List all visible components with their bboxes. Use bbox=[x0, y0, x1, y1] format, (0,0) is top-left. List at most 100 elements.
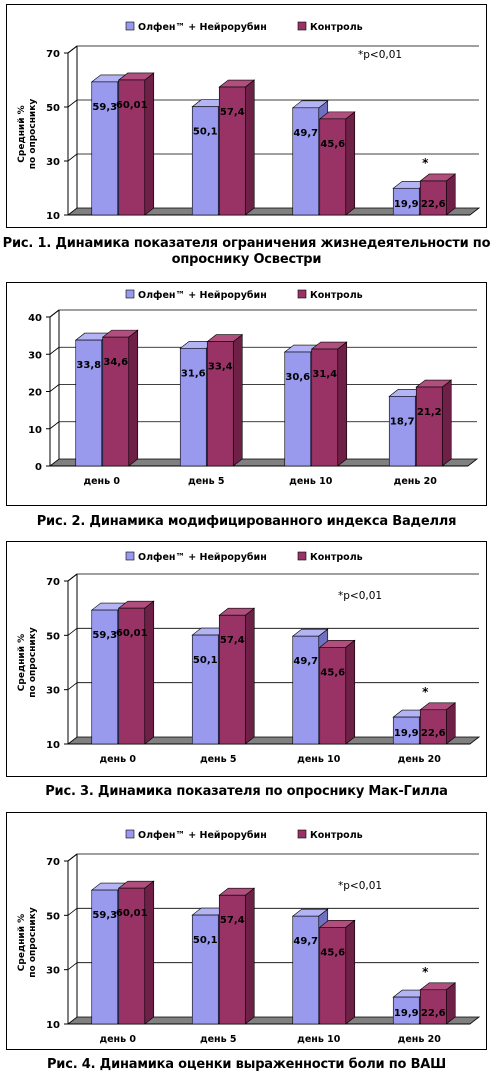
caption-1: Рис. 1. Динамика показателя ограничения … bbox=[0, 236, 493, 268]
gridline-depth bbox=[67, 628, 78, 636]
y-tick-label: 10 bbox=[46, 1020, 60, 1031]
bar-series2 bbox=[118, 79, 146, 216]
legend-swatch-series2 bbox=[297, 551, 307, 561]
data-label: 22,6 bbox=[421, 728, 446, 739]
y-axis-label-line2: по опроснику bbox=[28, 627, 38, 698]
data-label: 50,1 bbox=[193, 655, 218, 666]
data-label: 60,01 bbox=[116, 100, 148, 111]
data-label: 19,9 bbox=[394, 199, 419, 210]
data-label: 45,6 bbox=[320, 139, 345, 150]
y-tick-label: 50 bbox=[46, 631, 60, 642]
bar-series2 bbox=[419, 989, 447, 1025]
x-tick-label: день 5 bbox=[188, 476, 225, 487]
x-tick-label: день 20 bbox=[398, 754, 442, 765]
x-tick-label: день 5 bbox=[200, 754, 237, 765]
bar-side-series2 bbox=[345, 111, 356, 216]
legend-label-series1: Олфен™ + Нейрорубин bbox=[138, 830, 267, 841]
gridline-depth bbox=[49, 309, 60, 318]
bar-side-series2 bbox=[441, 379, 452, 467]
bar-side-series2 bbox=[232, 333, 243, 467]
legend-label-series2: Контроль bbox=[310, 290, 363, 301]
bar-series2 bbox=[102, 336, 130, 467]
x-tick-label: день 10 bbox=[289, 476, 333, 487]
y-tick-label: 30 bbox=[46, 966, 60, 977]
gridline-depth bbox=[67, 573, 78, 582]
chart-2: 0 10 20 30 40 33,8 34,6 день 0 31,633,4 день 5 30,… bbox=[28, 289, 479, 487]
bar-series2 bbox=[218, 614, 246, 745]
data-label: 31,6 bbox=[181, 368, 206, 379]
y-tick-label: 30 bbox=[46, 686, 60, 697]
data-label: 31,4 bbox=[312, 369, 337, 380]
data-label: 22,6 bbox=[421, 199, 446, 210]
chart-1: 10 30 50 70 59,360,01 50,157,4 49,745,6 19,9 22,… bbox=[17, 21, 481, 222]
caption-4-text: Рис. 4. Динамика оценки выраженности бол… bbox=[46, 1057, 447, 1072]
gridline-depth bbox=[67, 99, 78, 108]
legend-swatch-series1 bbox=[125, 829, 135, 839]
data-label: 50,1 bbox=[193, 935, 218, 946]
data-label: 19,9 bbox=[394, 1008, 419, 1019]
legend-swatch-series1 bbox=[125, 289, 135, 299]
chart-panel-2: 0 10 20 30 40 33,8 34,6 день 0 31,6 33,4 день 5 30,… bbox=[6, 282, 487, 506]
y-axis-label-line2: по опроснику bbox=[28, 99, 38, 170]
x-tick-label: день 10 bbox=[297, 1034, 341, 1045]
data-label: 49,7 bbox=[293, 128, 318, 139]
gridline-depth bbox=[49, 421, 60, 430]
bar-side-series2 bbox=[144, 880, 155, 1025]
bar-side-series2 bbox=[128, 329, 139, 467]
data-label: 30,6 bbox=[285, 372, 310, 383]
y-axis-label-line1: Средний % bbox=[17, 634, 27, 691]
bar-series1 bbox=[191, 106, 219, 216]
bar-series2 bbox=[415, 386, 443, 467]
bar-side-series2 bbox=[244, 79, 255, 216]
bar-series2 bbox=[419, 180, 447, 216]
caption-3: Рис. 3. Динамика показателя по опроснику… bbox=[0, 784, 493, 800]
data-label: 57,4 bbox=[220, 635, 245, 646]
bar-side-series2 bbox=[244, 887, 255, 1025]
significance-star: * bbox=[422, 965, 429, 979]
data-label: 50,1 bbox=[193, 127, 218, 138]
y-tick-label: 70 bbox=[46, 49, 60, 60]
gridline-depth bbox=[67, 682, 78, 690]
y-tick-label: 70 bbox=[46, 857, 60, 868]
data-label: 18,7 bbox=[390, 416, 415, 427]
bar-series2 bbox=[319, 646, 347, 745]
y-tick-label: 50 bbox=[46, 103, 60, 114]
bar-series1 bbox=[179, 347, 207, 467]
bar-side-series2 bbox=[244, 607, 255, 745]
bar-series1 bbox=[191, 634, 219, 745]
bar-series1 bbox=[284, 351, 312, 467]
data-label: 34,6 bbox=[103, 357, 128, 368]
bar-series2 bbox=[118, 607, 146, 745]
data-label: 57,4 bbox=[220, 107, 245, 118]
data-label: 33,4 bbox=[208, 362, 233, 373]
gridline-depth bbox=[67, 908, 78, 916]
legend-swatch-series2 bbox=[297, 829, 307, 839]
legend-label-series1: Олфен™ + Нейрорубин bbox=[138, 552, 267, 563]
data-label: 49,7 bbox=[293, 936, 318, 947]
bar-series1 bbox=[292, 107, 320, 216]
chart-panel-1: 10 30 50 70 59,3 60,01 50,1 57,4 49,7 45,6 19,9 22,… bbox=[6, 4, 487, 228]
bar-series1 bbox=[91, 889, 119, 1025]
y-tick-label: 50 bbox=[46, 911, 60, 922]
legend-label-series1: Олфен™ + Нейрорубин bbox=[138, 290, 267, 301]
bar-series1 bbox=[91, 81, 119, 216]
caption-2-text: Рис. 2. Динамика модифицированного индек… bbox=[36, 514, 457, 529]
y-axis-label: Средний % по опроснику bbox=[17, 99, 38, 170]
data-label: 57,4 bbox=[220, 915, 245, 926]
bar-series1 bbox=[191, 914, 219, 1025]
chart-4: 10 30 50 70 59,360,01 день 0 50,157,4 день 5 49,… bbox=[17, 829, 481, 1045]
x-tick-label: день 20 bbox=[394, 476, 438, 487]
bar-series1 bbox=[75, 339, 103, 467]
data-label: 45,6 bbox=[320, 667, 345, 678]
legend-swatch-series1 bbox=[125, 21, 135, 31]
x-tick-label: день 5 bbox=[200, 1034, 237, 1045]
bar-side-series2 bbox=[345, 639, 356, 745]
data-label: 59,3 bbox=[92, 102, 117, 113]
x-tick-label: день 10 bbox=[297, 754, 341, 765]
legend-label-series1: Олфен™ + Нейрорубин bbox=[138, 22, 267, 33]
data-label: 59,3 bbox=[92, 910, 117, 921]
y-tick-label: 10 bbox=[46, 740, 60, 751]
chart-panel-3: 10 30 50 70 59,3 60,01 день 0 50,1 57,4 день 5 49,… bbox=[6, 541, 487, 777]
data-label: 49,7 bbox=[293, 656, 318, 667]
p-value-annotation: *p<0,01 bbox=[358, 49, 402, 61]
